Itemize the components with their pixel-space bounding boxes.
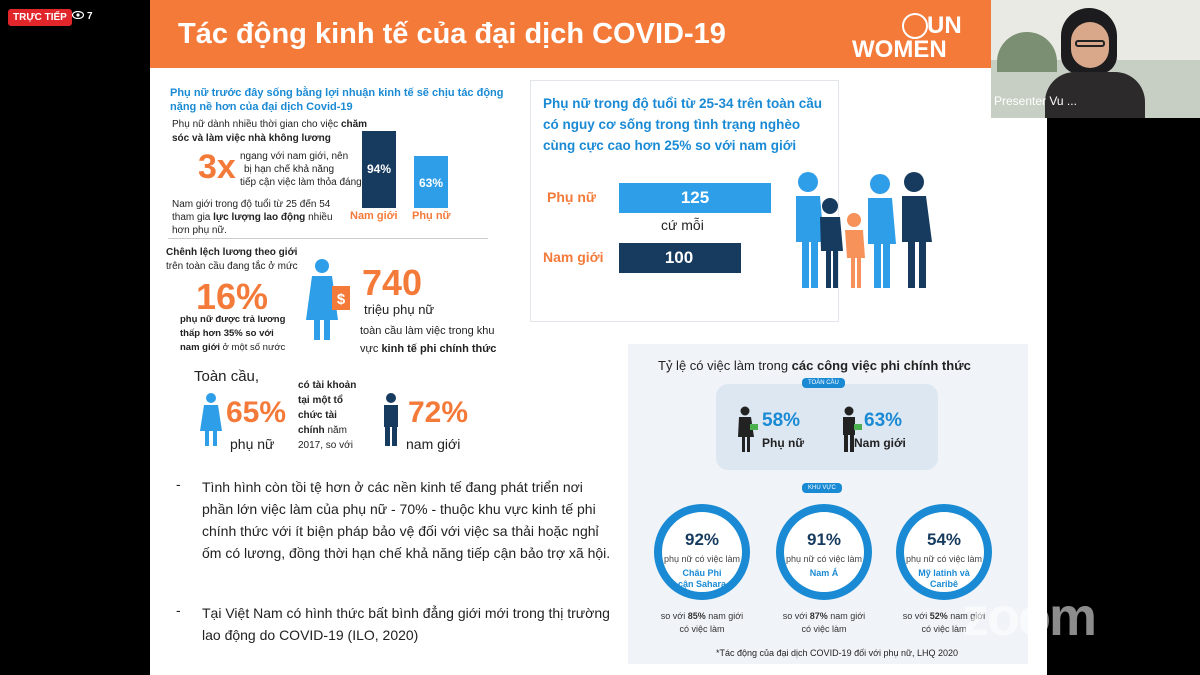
wage-text-1: Chênh lệch lương theo giới trên toàn cầu… bbox=[166, 247, 298, 272]
region-pill: KHU VỰC bbox=[802, 483, 842, 493]
viewer-count-value: 7 bbox=[87, 11, 93, 22]
account-text: có tài khoản tại một tổ chức tài chính n… bbox=[298, 380, 357, 451]
men-account-pct: 72% bbox=[408, 396, 469, 429]
presenter-name: Presenter Vu ... bbox=[994, 94, 1077, 108]
bullet-dash-2: - bbox=[176, 602, 181, 618]
poverty-per-label: cứ mỗi bbox=[661, 217, 704, 233]
care-multiplier: 3x bbox=[198, 148, 236, 186]
bullet-dash-1: - bbox=[176, 476, 181, 492]
region-compare-2: so với 87% nam giới có việc làm bbox=[782, 611, 866, 634]
informal-jobs-title: Tỷ lệ có việc làm trong các công việc ph… bbox=[658, 358, 971, 373]
region-name: Châu Phi cận Sahara bbox=[677, 568, 727, 589]
bar-men bbox=[362, 130, 396, 208]
poverty-men-label: Nam giới bbox=[543, 249, 604, 265]
slide-title: Tác động kinh tế của đại dịch COVID-19 bbox=[178, 18, 726, 50]
region-sub: phụ nữ có việc làm bbox=[663, 554, 741, 564]
global-men-label: Nam giới bbox=[854, 436, 906, 450]
family-icon bbox=[796, 172, 932, 288]
bar-women bbox=[414, 156, 448, 208]
un-women-logo: UN WOMEN bbox=[852, 13, 962, 63]
men-account-label: nam giới bbox=[406, 436, 461, 452]
poverty-men-value: 100 bbox=[664, 248, 694, 267]
poverty-women-value: 125 bbox=[680, 188, 710, 207]
region-ring-2: 91% phụ nữ có việc làm Nam Á bbox=[776, 504, 872, 600]
global-stats-box: TOÀN CẦU 58% Phụ nữ 63% Nam giới bbox=[716, 378, 938, 470]
man-icon bbox=[384, 393, 398, 446]
viewer-count: 7 bbox=[71, 10, 93, 22]
bar-women-label: Phụ nữ bbox=[412, 210, 451, 222]
left-headline: Phụ nữ trước đây sống bằng lợi nhuận kin… bbox=[170, 87, 504, 113]
region-compare-1: so với 85% nam giới có việc làm bbox=[660, 611, 744, 634]
region-name: Nam Á bbox=[809, 568, 839, 578]
zoom-watermark: zoom bbox=[962, 587, 1097, 647]
poverty-title: Phụ nữ trong độ tuổi từ 25-34 trên toàn … bbox=[543, 96, 823, 153]
region-pct: 91% bbox=[806, 530, 842, 549]
region-sub: phụ nữ có việc làm bbox=[785, 554, 863, 564]
poverty-panel: Phụ nữ trong độ tuổi từ 25-34 trên toàn … bbox=[530, 80, 839, 322]
bar-women-value: 63% bbox=[418, 176, 444, 190]
footnote: *Tác động của đại dịch COVID-19 đối với … bbox=[716, 648, 959, 658]
global-label: Toàn cầu, bbox=[194, 368, 260, 385]
region-sub: phụ nữ có việc làm bbox=[905, 554, 983, 564]
bar-men-value: 94% bbox=[366, 162, 392, 176]
region-compare-3: so với 52% nam giới có việc làm bbox=[902, 611, 986, 634]
svg-text:$: $ bbox=[337, 291, 346, 308]
logo-line1: UN bbox=[927, 12, 962, 39]
bar-men-label: Nam giới bbox=[350, 210, 398, 222]
global-women-label: Phụ nữ bbox=[762, 436, 805, 450]
informal-line-1: triệu phụ nữ bbox=[364, 302, 435, 317]
informal-jobs-panel: Tỷ lệ có việc làm trong các công việc ph… bbox=[628, 344, 1028, 664]
informal-number: 740 bbox=[362, 262, 423, 303]
poverty-women-label: Phụ nữ bbox=[547, 189, 597, 205]
poverty-bar-women bbox=[619, 183, 771, 213]
presenter-body bbox=[1045, 72, 1145, 118]
shared-slide: Tác động kinh tế của đại dịch COVID-19 U… bbox=[150, 0, 1047, 675]
slide-header bbox=[150, 0, 1047, 68]
live-badge: TRỰC TIẾP bbox=[8, 9, 72, 26]
global-women-pct: 58% bbox=[762, 410, 801, 431]
labour-text: Nam giới trong độ tuổi từ 25 đến 54 tham… bbox=[172, 199, 333, 236]
eye-icon bbox=[71, 10, 85, 20]
region-pct: 54% bbox=[926, 530, 962, 549]
bullet-1: Tình hình còn tồi tệ hơn ở các nền kinh … bbox=[202, 479, 611, 561]
bullet-2: Tại Việt Nam có hình thức bất bình đẳng … bbox=[202, 605, 610, 643]
woman-icon bbox=[200, 393, 222, 446]
divider bbox=[168, 238, 488, 239]
women-account-label: phụ nữ bbox=[230, 436, 275, 452]
globe-icon bbox=[902, 13, 928, 39]
region-pct: 92% bbox=[684, 530, 720, 549]
logo-line2: WOMEN bbox=[852, 36, 947, 63]
video-scenery bbox=[997, 32, 1057, 72]
region-ring-1: 92% phụ nữ có việc làm Châu Phi cận Sahar… bbox=[654, 504, 750, 600]
glasses-icon bbox=[1075, 40, 1105, 47]
poverty-bar-men bbox=[619, 243, 741, 273]
global-pill: TOÀN CẦU bbox=[802, 378, 845, 388]
region-ring-3: 54% phụ nữ có việc làm Mỹ latinh và Carib… bbox=[896, 504, 992, 600]
man-worker-icon bbox=[843, 406, 862, 452]
region-name: Mỹ latinh và Caribê bbox=[918, 568, 970, 589]
informal-text: toàn cầu làm việc trong khu vực kinh tế … bbox=[360, 325, 497, 355]
presenter-video[interactable] bbox=[991, 0, 1200, 118]
wage-pct: 16% bbox=[196, 276, 269, 317]
women-account-pct: 65% bbox=[226, 396, 287, 429]
wage-text-2: phụ nữ được trả lương thấp hơn 35% so vớ… bbox=[180, 314, 286, 353]
care-text-2: ngang với nam giới, nên bị hạn chế khả n… bbox=[240, 151, 362, 188]
woman-money-icon: $ bbox=[306, 259, 350, 340]
care-text-1: Phụ nữ dành nhiều thời gian cho việc chă… bbox=[172, 119, 368, 144]
global-men-pct: 63% bbox=[864, 410, 903, 431]
woman-worker-icon bbox=[738, 406, 758, 452]
